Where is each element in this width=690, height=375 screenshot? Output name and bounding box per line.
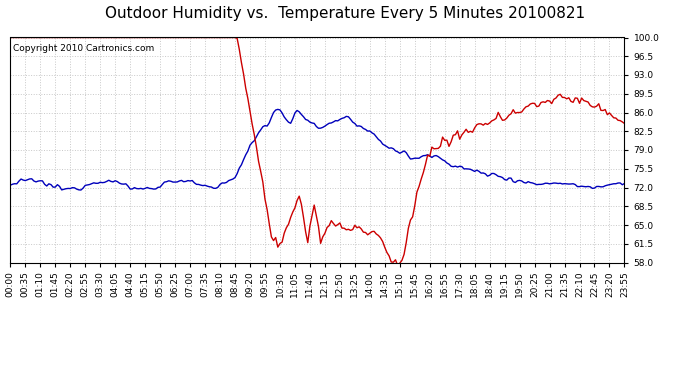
Text: Outdoor Humidity vs.  Temperature Every 5 Minutes 20100821: Outdoor Humidity vs. Temperature Every 5… (105, 6, 585, 21)
Text: Copyright 2010 Cartronics.com: Copyright 2010 Cartronics.com (13, 44, 155, 53)
